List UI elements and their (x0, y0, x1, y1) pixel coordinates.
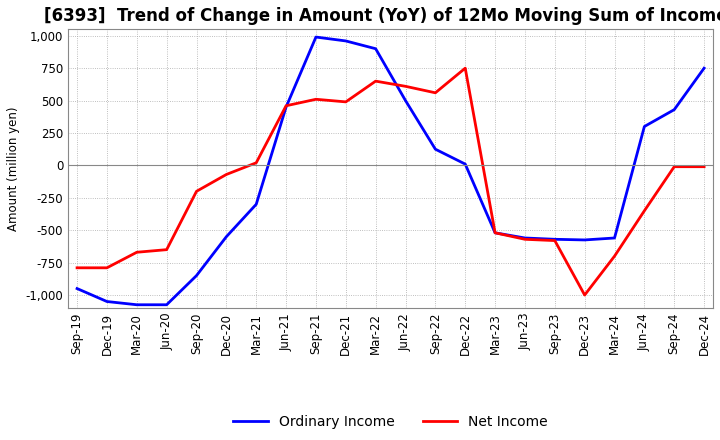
Ordinary Income (491, 230, 500, 235)
Net Income (580, 293, 589, 298)
Net Income (341, 99, 350, 105)
Net Income (282, 103, 290, 108)
Ordinary Income (372, 46, 380, 51)
Ordinary Income (192, 273, 201, 278)
Net Income (192, 189, 201, 194)
Ordinary Income (282, 104, 290, 110)
Ordinary Income (551, 237, 559, 242)
Net Income (700, 164, 708, 169)
Ordinary Income (611, 235, 619, 241)
Ordinary Income (73, 286, 81, 291)
Ordinary Income (670, 107, 678, 112)
Net Income (252, 160, 261, 165)
Net Income (521, 237, 529, 242)
Net Income (491, 230, 500, 235)
Net Income (132, 249, 141, 255)
Net Income (222, 172, 230, 177)
Ordinary Income (700, 66, 708, 71)
Ordinary Income (162, 302, 171, 308)
Net Income (551, 238, 559, 243)
Net Income (461, 66, 469, 71)
Ordinary Income (401, 98, 410, 103)
Ordinary Income (431, 147, 440, 152)
Ordinary Income (640, 124, 649, 129)
Net Income (372, 78, 380, 84)
Ordinary Income (580, 237, 589, 242)
Net Income (670, 164, 678, 169)
Ordinary Income (132, 302, 141, 308)
Ordinary Income (461, 161, 469, 167)
Ordinary Income (252, 202, 261, 207)
Ordinary Income (312, 34, 320, 40)
Line: Ordinary Income: Ordinary Income (77, 37, 704, 305)
Ordinary Income (521, 235, 529, 241)
Ordinary Income (341, 38, 350, 44)
Net Income (401, 84, 410, 89)
Y-axis label: Amount (million yen): Amount (million yen) (7, 106, 20, 231)
Net Income (640, 208, 649, 213)
Net Income (103, 265, 112, 271)
Net Income (611, 253, 619, 259)
Ordinary Income (103, 299, 112, 304)
Net Income (73, 265, 81, 271)
Ordinary Income (222, 234, 230, 239)
Net Income (162, 247, 171, 252)
Net Income (431, 90, 440, 95)
Legend: Ordinary Income, Net Income: Ordinary Income, Net Income (228, 410, 554, 435)
Line: Net Income: Net Income (77, 68, 704, 295)
Title: [6393]  Trend of Change in Amount (YoY) of 12Mo Moving Sum of Incomes: [6393] Trend of Change in Amount (YoY) o… (44, 7, 720, 25)
Net Income (312, 97, 320, 102)
